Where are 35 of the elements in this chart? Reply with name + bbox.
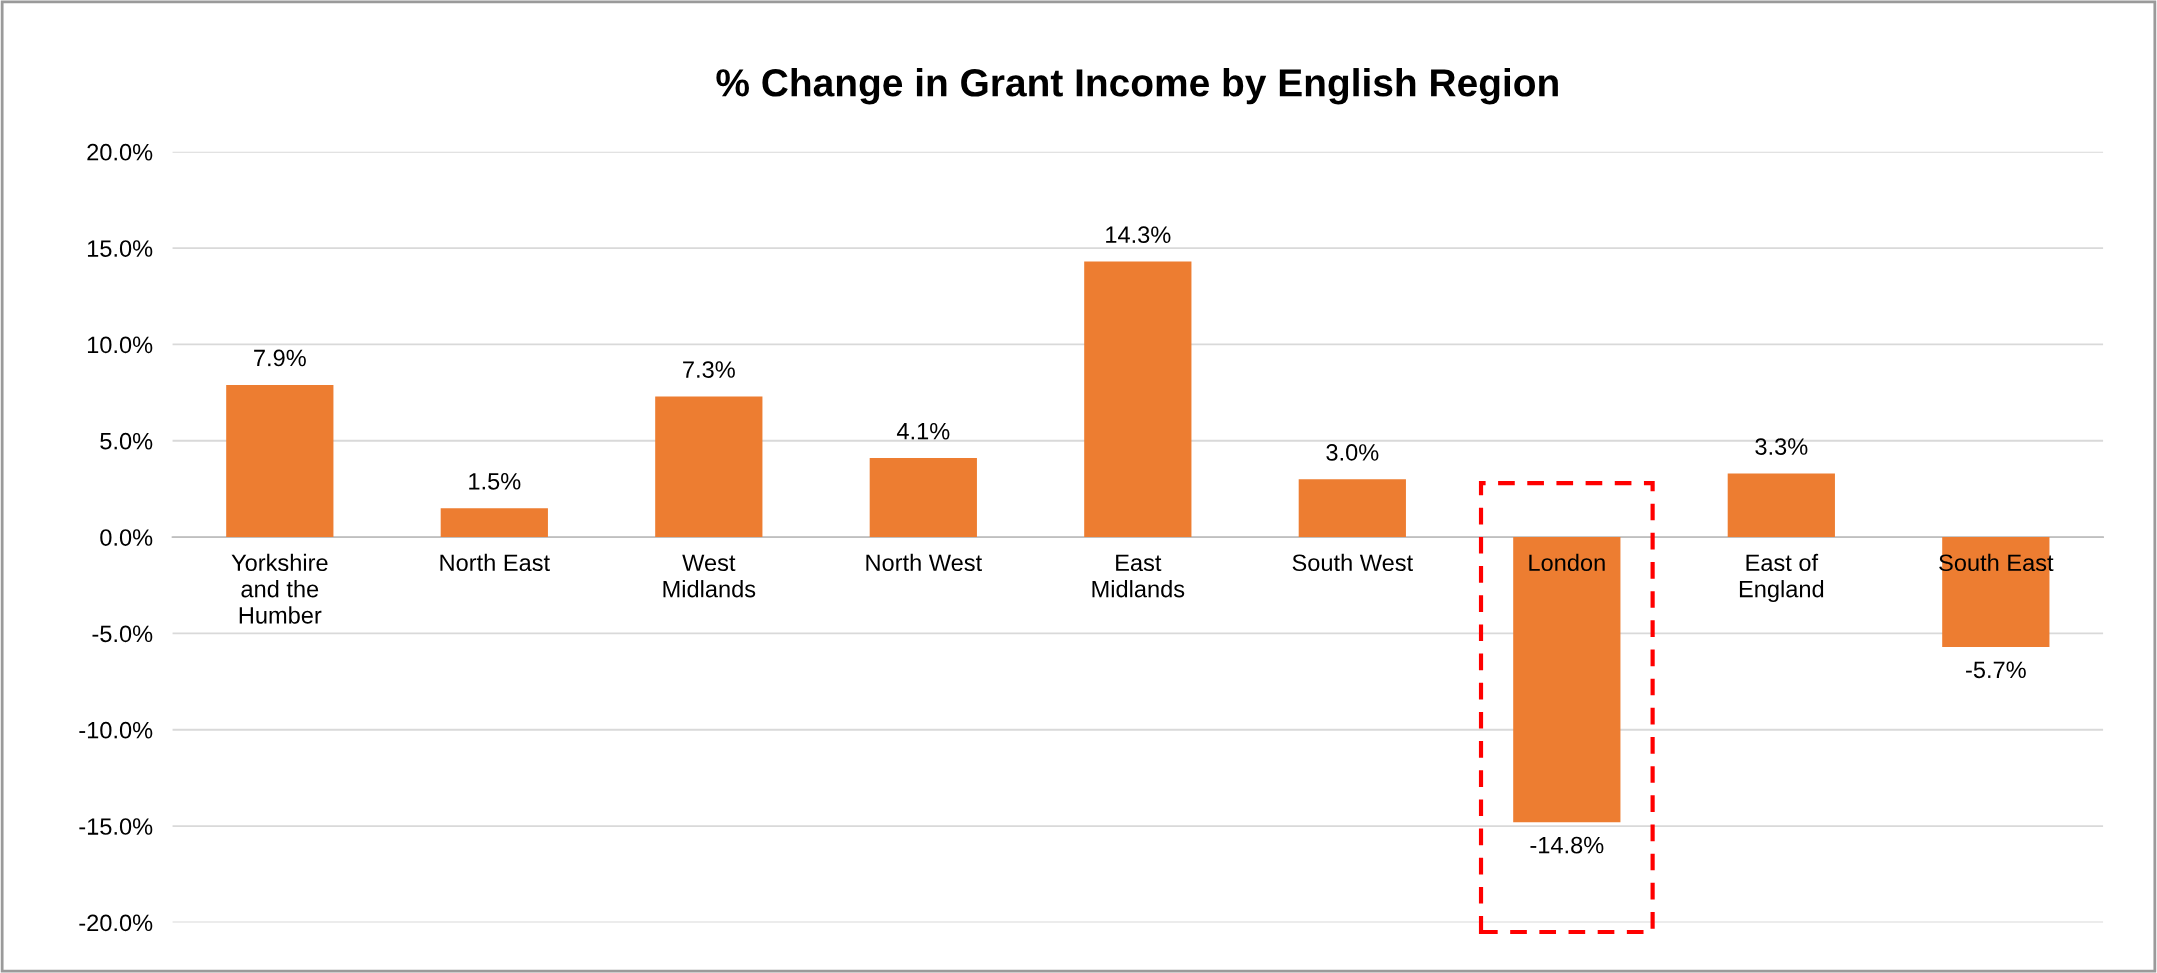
bar (655, 396, 763, 538)
data-label: 7.9% (254, 349, 306, 367)
y-tick-label: -20.0% (79, 914, 153, 932)
y-tick-label: 0.0% (100, 529, 153, 546)
data-label: 1.5% (469, 473, 521, 490)
data-label: 7.3% (683, 361, 735, 378)
x-tick-label: West Midlands (663, 554, 756, 598)
y-tick-label: 20.0% (87, 143, 153, 161)
bar (1084, 261, 1192, 538)
y-tick-label: -5.0% (92, 625, 153, 643)
bar (1298, 479, 1406, 538)
bar (226, 384, 334, 538)
data-label: -14.8% (1530, 836, 1604, 854)
bar (1513, 537, 1621, 823)
x-tick-label: North East (440, 553, 550, 572)
data-label: 14.3% (1106, 226, 1171, 244)
data-label: 3.3% (1755, 438, 1808, 455)
bar (1727, 473, 1835, 538)
x-tick-label: South West (1292, 553, 1413, 572)
data-label: 4.1% (896, 422, 950, 440)
data-label: -5.7% (1966, 661, 2026, 679)
y-tick-label: 15.0% (87, 240, 153, 257)
x-tick-label: Yorkshire and the Humber (231, 553, 328, 624)
x-tick-label: East Midlands (1092, 554, 1185, 598)
data-label: 3.0% (1326, 444, 1379, 461)
bar (440, 508, 548, 538)
x-tick-label: North West (866, 553, 982, 572)
y-tick-label: -10.0% (79, 721, 153, 739)
y-tick-label: 10.0% (87, 336, 153, 354)
x-tick-label: London (1529, 553, 1605, 572)
y-tick-label: 5.0% (100, 432, 153, 450)
bar (869, 458, 977, 538)
x-tick-label: East of England (1739, 553, 1824, 603)
y-tick-label: -15.0% (79, 818, 153, 835)
chart-title: % Change in Grant Income by English Region (716, 68, 1558, 105)
